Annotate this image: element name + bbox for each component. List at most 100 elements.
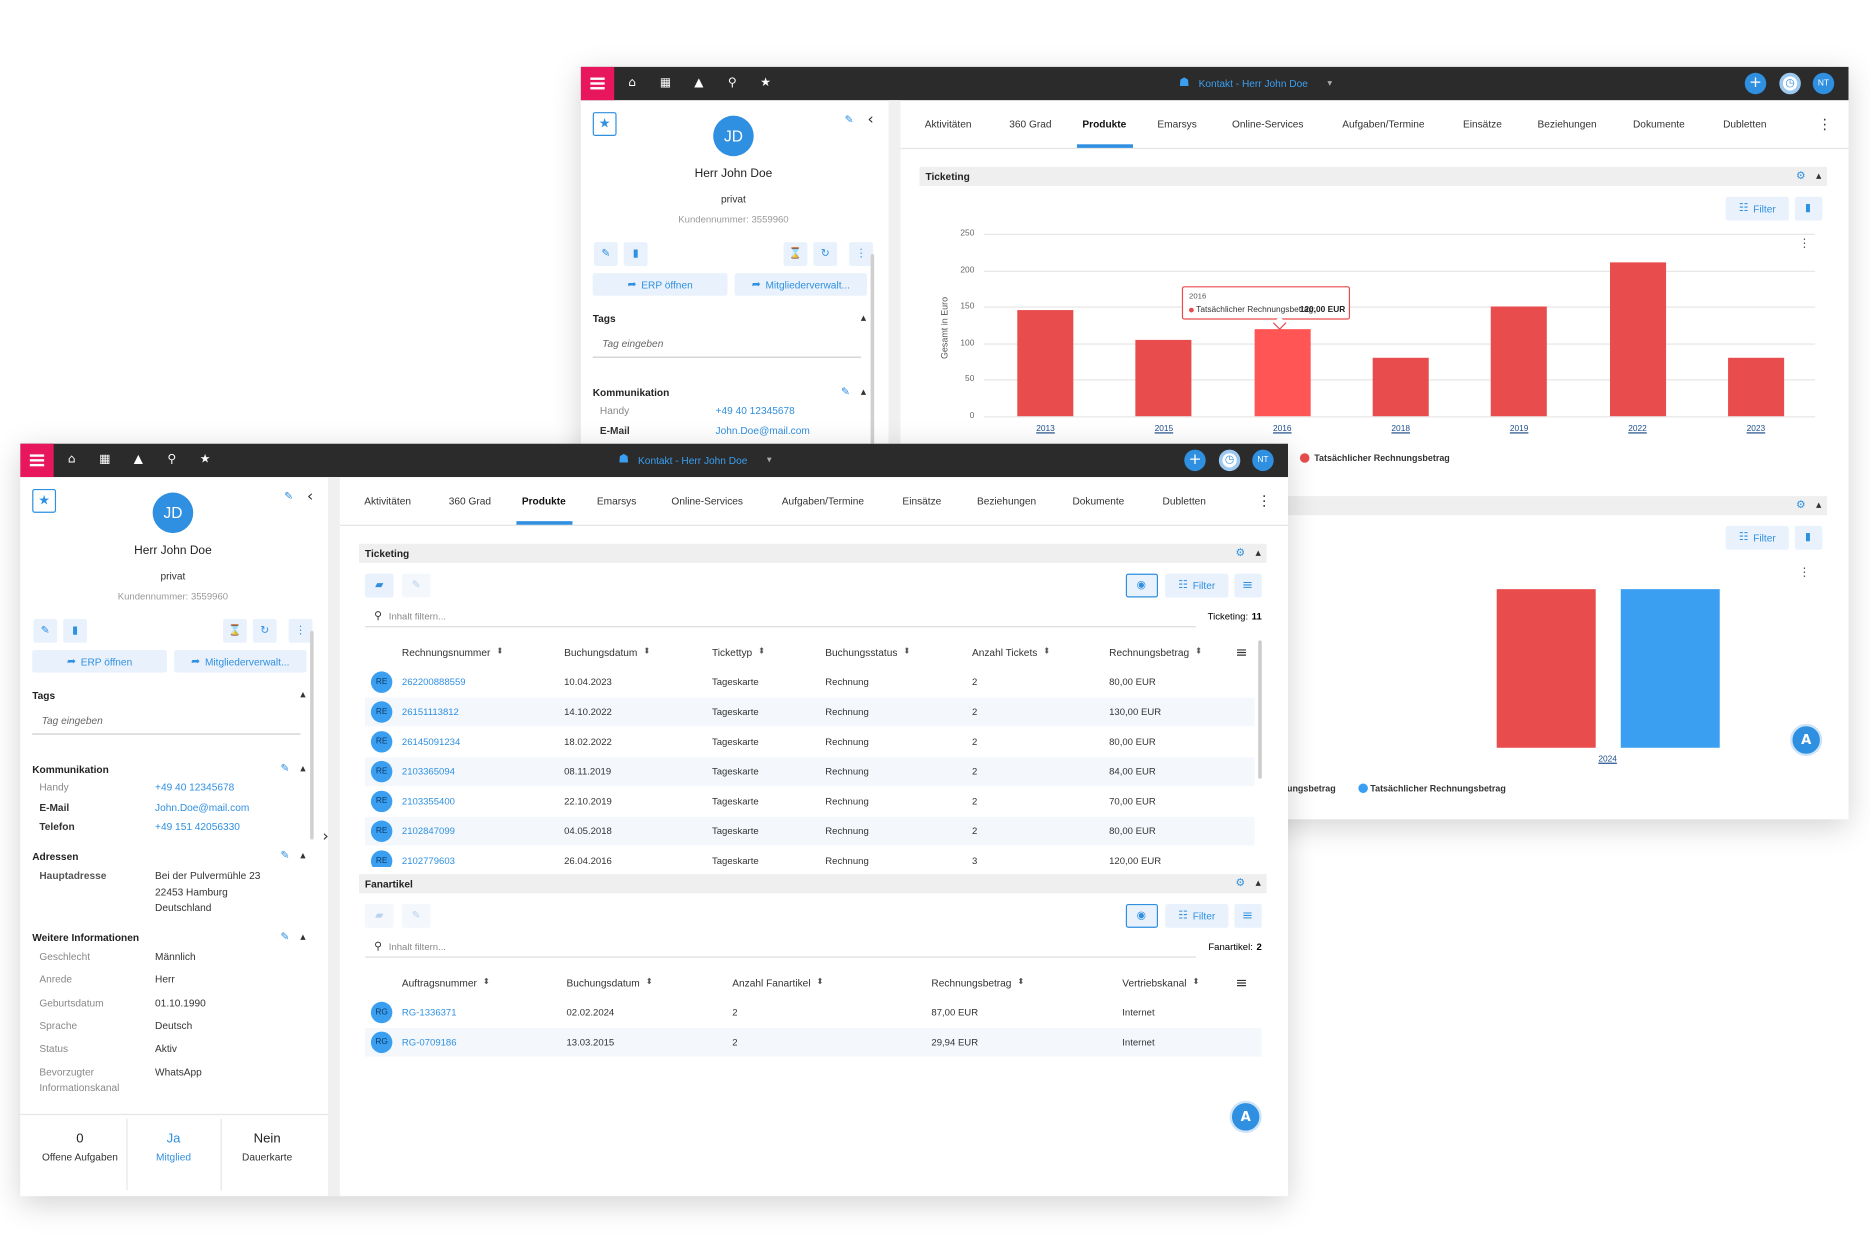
edit-button[interactable] [401, 573, 431, 598]
tab[interactable]: Online-Services [671, 494, 743, 507]
icon-button[interactable] [252, 618, 277, 643]
icon-button[interactable] [783, 242, 808, 266]
column-header[interactable]: Rechnungsbetrag ⬍ [931, 977, 1024, 989]
assistant-button[interactable]: A [1790, 723, 1823, 757]
tab[interactable]: Produkte [1082, 118, 1127, 130]
chart-button[interactable] [1794, 525, 1823, 550]
icon[interactable]: ▮ [632, 248, 639, 260]
icon[interactable]: ↻ [260, 624, 270, 637]
expand-toggle[interactable]: › [322, 827, 329, 846]
collapse-sidebar[interactable]: ‹ [306, 487, 314, 506]
edit-icon[interactable]: ✎ [284, 491, 294, 504]
icon-button[interactable] [623, 242, 648, 266]
bar[interactable] [1620, 589, 1720, 748]
tab[interactable]: Emarsys [1157, 118, 1197, 130]
column-header[interactable]: Buchungsstatus ⬍ [825, 646, 910, 658]
column-header[interactable]: Anzahl Fanartikel ⬍ [732, 977, 823, 989]
icon[interactable]: ↻ [820, 248, 830, 260]
field-value[interactable]: +49 151 42056330 [155, 820, 240, 833]
tab[interactable]: Dubletten [1723, 118, 1767, 130]
menu-button[interactable] [580, 66, 615, 101]
filter-button[interactable]: ☷ Filter [1725, 196, 1789, 221]
column-header[interactable]: Rechnungsbetrag ⬍ [1109, 646, 1202, 658]
table-cell[interactable]: 26145091234 [401, 736, 461, 748]
icon[interactable]: ⌛ [228, 624, 242, 637]
tab[interactable]: Beziehungen [1537, 118, 1597, 130]
table-cell[interactable]: 2102779603 [401, 855, 455, 867]
field-value[interactable]: John.Doe@mail.com [715, 423, 810, 436]
column-header[interactable]: Anzahl Tickets ⬍ [972, 646, 1050, 658]
icon-button[interactable] [33, 618, 58, 643]
nav-icon[interactable]: ★ [760, 76, 771, 90]
search-input[interactable]: Inhalt filtern... [388, 611, 447, 622]
table-cell[interactable]: 2103355400 [401, 796, 455, 807]
nav-icon[interactable]: ⌂ [628, 76, 636, 90]
table-cell[interactable]: RG-0709186 [401, 1036, 457, 1048]
list-button[interactable] [1234, 573, 1262, 598]
nav-icon[interactable]: ⌂ [67, 453, 76, 467]
tab[interactable]: Einsätze [1462, 118, 1502, 130]
tab[interactable]: Dubletten [1162, 494, 1206, 507]
tab[interactable]: Aufgaben/Termine [1342, 118, 1425, 130]
table-cell[interactable]: 26151113812 [401, 706, 459, 718]
menu-button[interactable] [20, 443, 54, 478]
user-avatar[interactable] [1252, 449, 1274, 472]
action-button[interactable]: ➦ Mitgliederverwalt... [734, 273, 868, 296]
action-button[interactable]: ➦ ERP öffnen [592, 273, 728, 296]
icon-button[interactable] [593, 242, 618, 266]
tab[interactable]: Dokumente [1072, 494, 1125, 507]
add-button[interactable]: + [1744, 72, 1767, 95]
icon-button[interactable] [63, 618, 88, 643]
column-header[interactable]: Buchungsdatum ⬍ [566, 977, 652, 989]
bar[interactable] [1496, 589, 1596, 748]
nav-icon[interactable]: ⚲ [727, 76, 737, 90]
action-button[interactable]: ➦ Mitgliederverwalt... [174, 649, 307, 673]
tab[interactable]: Beziehungen [976, 494, 1037, 507]
filter-button[interactable]: ☷ Filter [1165, 903, 1229, 928]
tags-input[interactable]: Tag eingeben [41, 714, 103, 727]
view-button[interactable] [1125, 903, 1159, 928]
field-value[interactable]: John.Doe@mail.com [155, 800, 250, 813]
more-tabs[interactable]: ⋮ [1257, 492, 1272, 510]
nav-icon[interactable]: ⚲ [167, 453, 177, 467]
edit-icon[interactable]: ✎ [844, 114, 854, 127]
collapse-icon[interactable]: ▴ [1255, 547, 1261, 560]
tab[interactable]: Aktivitäten [364, 494, 411, 507]
column-header[interactable]: Auftragsnummer ⬍ [402, 977, 490, 989]
favorite-button[interactable]: ★ [32, 488, 57, 513]
action-button[interactable]: ➦ ERP öffnen [32, 649, 167, 673]
table-cell[interactable]: RG-1336371 [401, 1007, 457, 1018]
icon[interactable]: ⌛ [788, 248, 803, 260]
icon[interactable]: ⋮ [295, 624, 306, 637]
nav-icon[interactable]: ★ [199, 453, 211, 467]
collapse-icon[interactable]: ▴ [1816, 499, 1822, 512]
bar[interactable] [1254, 328, 1311, 417]
chart-menu[interactable]: ⋮ [1798, 237, 1811, 251]
bar[interactable] [1135, 339, 1192, 417]
search-input[interactable]: Inhalt filtern... [388, 941, 447, 953]
favorite-button[interactable]: ★ [592, 112, 617, 136]
tab[interactable]: Emarsys [596, 494, 637, 507]
bar[interactable] [1372, 357, 1429, 417]
icon-button[interactable] [223, 618, 247, 643]
nav-icon[interactable]: ▦ [99, 453, 111, 467]
column-header[interactable]: Buchungsdatum ⬍ [564, 646, 650, 658]
field-value[interactable]: +49 40 12345678 [715, 404, 795, 417]
bar[interactable] [1017, 310, 1074, 417]
nav-icon[interactable]: ▲ [133, 453, 143, 467]
filter-button[interactable]: ☷ Filter [1165, 573, 1229, 598]
filter-button[interactable]: ☷ Filter [1725, 525, 1789, 550]
tab[interactable]: Aktivitäten [924, 118, 972, 130]
nav-icon[interactable]: ▦ [659, 76, 672, 90]
table-cell[interactable]: 2102847099 [401, 825, 455, 837]
edit-button[interactable] [401, 903, 431, 928]
chart-button[interactable] [1794, 196, 1823, 221]
history-button[interactable]: ◷ [1779, 72, 1801, 95]
bar[interactable] [1727, 357, 1784, 417]
icon[interactable]: ▮ [72, 624, 79, 637]
field-value[interactable]: +49 40 12345678 [155, 781, 235, 794]
tab[interactable]: 360 Grad [448, 494, 492, 507]
icon[interactable]: ⋮ [855, 248, 867, 260]
list-button[interactable] [1234, 903, 1262, 928]
collapse-sidebar[interactable]: ‹ [867, 110, 874, 129]
